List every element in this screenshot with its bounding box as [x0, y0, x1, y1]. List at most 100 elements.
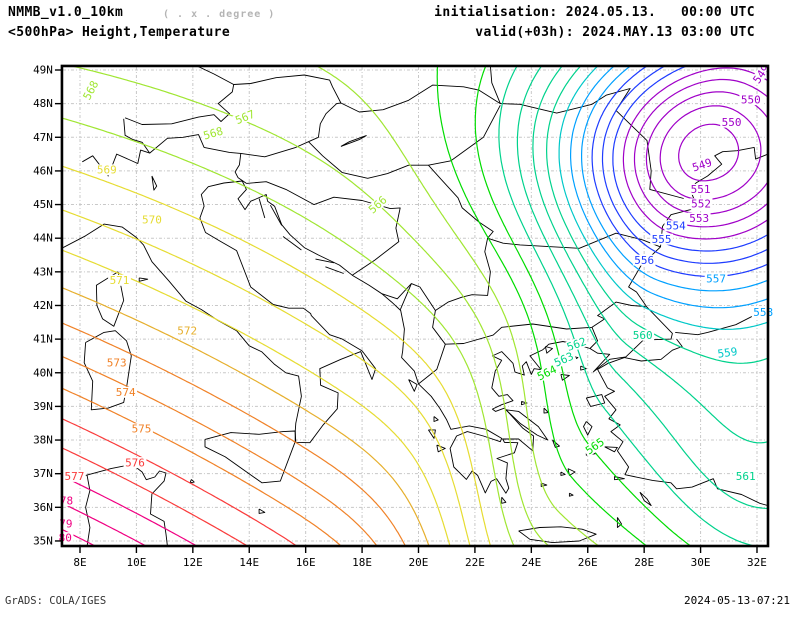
x-axis-label: 26E	[578, 556, 598, 569]
x-axis-label: 16E	[296, 556, 316, 569]
label-mask	[130, 423, 153, 435]
x-axis-label: 8E	[73, 556, 86, 569]
contour-label-552: 552	[689, 198, 713, 211]
x-axis-label: 28E	[634, 556, 654, 569]
coastline	[63, 463, 168, 546]
contour-577	[62, 447, 247, 546]
y-axis-label: 43N	[33, 265, 53, 278]
y-axis-label: 49N	[33, 64, 53, 77]
contour-label-553: 553	[687, 212, 711, 225]
contour-label-572: 572	[175, 325, 199, 338]
contour-553	[622, 67, 767, 240]
contour-label-text: 558	[753, 306, 773, 319]
coastline	[604, 446, 618, 453]
coastline	[433, 416, 439, 422]
label-mask	[57, 532, 74, 544]
contour-575	[62, 388, 341, 546]
coastline	[408, 379, 418, 392]
contour-568	[62, 117, 515, 546]
contour-label-560: 560	[631, 329, 655, 342]
contour-578	[62, 475, 197, 546]
contour-569	[62, 165, 491, 546]
label-mask	[631, 329, 655, 341]
label-mask	[689, 183, 712, 195]
contour-label-573: 573	[105, 357, 129, 370]
coastline	[521, 400, 528, 406]
label-mask	[687, 212, 711, 224]
contour-555	[601, 66, 767, 264]
label-mask	[632, 254, 656, 266]
contour-label-text: 550	[722, 116, 742, 129]
label-mask	[582, 435, 608, 458]
x-axis-label: 10E	[126, 556, 146, 569]
label-mask	[200, 124, 226, 142]
contour-label-575: 575	[130, 423, 153, 436]
contour-label-579: 79	[57, 517, 74, 530]
contour-label-text: 577	[64, 470, 84, 483]
y-axis-label: 47N	[33, 131, 53, 144]
x-axis-label: 18E	[352, 556, 372, 569]
contour-550	[659, 105, 762, 201]
coastline	[544, 346, 553, 354]
coastline	[240, 105, 501, 179]
contour-566	[317, 66, 599, 546]
contour-label-550: 550	[739, 93, 763, 106]
coastline	[540, 482, 548, 487]
coastline	[340, 135, 367, 147]
label-mask	[140, 214, 164, 226]
coastline	[82, 134, 247, 184]
coastline	[518, 526, 597, 544]
contour-label-562: 562	[563, 335, 590, 354]
contour-label-text: 551	[691, 183, 711, 196]
contour-570	[62, 209, 471, 546]
contour-label-text: 553	[689, 212, 709, 225]
coastline	[639, 491, 652, 507]
contour-558	[570, 66, 767, 309]
contour-label-text: 549	[691, 156, 714, 175]
label-mask	[63, 470, 86, 482]
contour-label-571: 571	[108, 274, 131, 287]
coastline	[270, 204, 283, 226]
coastline	[123, 118, 151, 154]
contour-label-549: 549	[689, 156, 715, 175]
contour-554	[612, 66, 767, 252]
coastline	[258, 198, 266, 219]
x-axis-label: 22E	[465, 556, 485, 569]
contour-label-568: 568	[80, 77, 101, 103]
coastline	[501, 496, 507, 504]
contour-label-text: 562	[565, 335, 588, 354]
contour-549	[678, 123, 740, 182]
init-time: initialisation: 2024.05.13. 00:00 UTC	[434, 5, 755, 20]
label-mask	[664, 220, 688, 232]
label-mask	[95, 164, 119, 176]
coastline	[560, 373, 570, 381]
contour-label-text: 550	[741, 93, 761, 106]
y-axis-label: 35N	[33, 534, 53, 547]
plot-timestamp: 2024-05-13-07:21	[684, 594, 790, 607]
coastline	[189, 479, 195, 484]
contour-label-576: 576	[123, 456, 147, 469]
label-mask	[105, 357, 129, 369]
coastline	[435, 238, 491, 311]
coastline	[399, 283, 446, 385]
coastline	[138, 277, 149, 282]
x-axis-label: 20E	[409, 556, 429, 569]
label-mask	[232, 107, 258, 127]
contour-label-557: 557	[704, 272, 728, 285]
x-axis-label: 24E	[521, 556, 541, 569]
coastline	[589, 327, 599, 349]
contour-557	[581, 66, 767, 292]
label-mask	[123, 457, 147, 469]
contour-562	[516, 66, 767, 510]
y-axis-label: 38N	[33, 434, 53, 447]
y-axis-label: 37N	[33, 467, 53, 480]
contour-label-text: 572	[177, 325, 197, 338]
x-axis-label: 14E	[239, 556, 259, 569]
contour-label-556: 556	[632, 254, 656, 267]
coastline	[204, 430, 296, 484]
label-mask	[108, 274, 131, 286]
coastline	[124, 84, 235, 125]
coastline	[597, 338, 767, 506]
contour-label-text: 575	[132, 423, 152, 436]
